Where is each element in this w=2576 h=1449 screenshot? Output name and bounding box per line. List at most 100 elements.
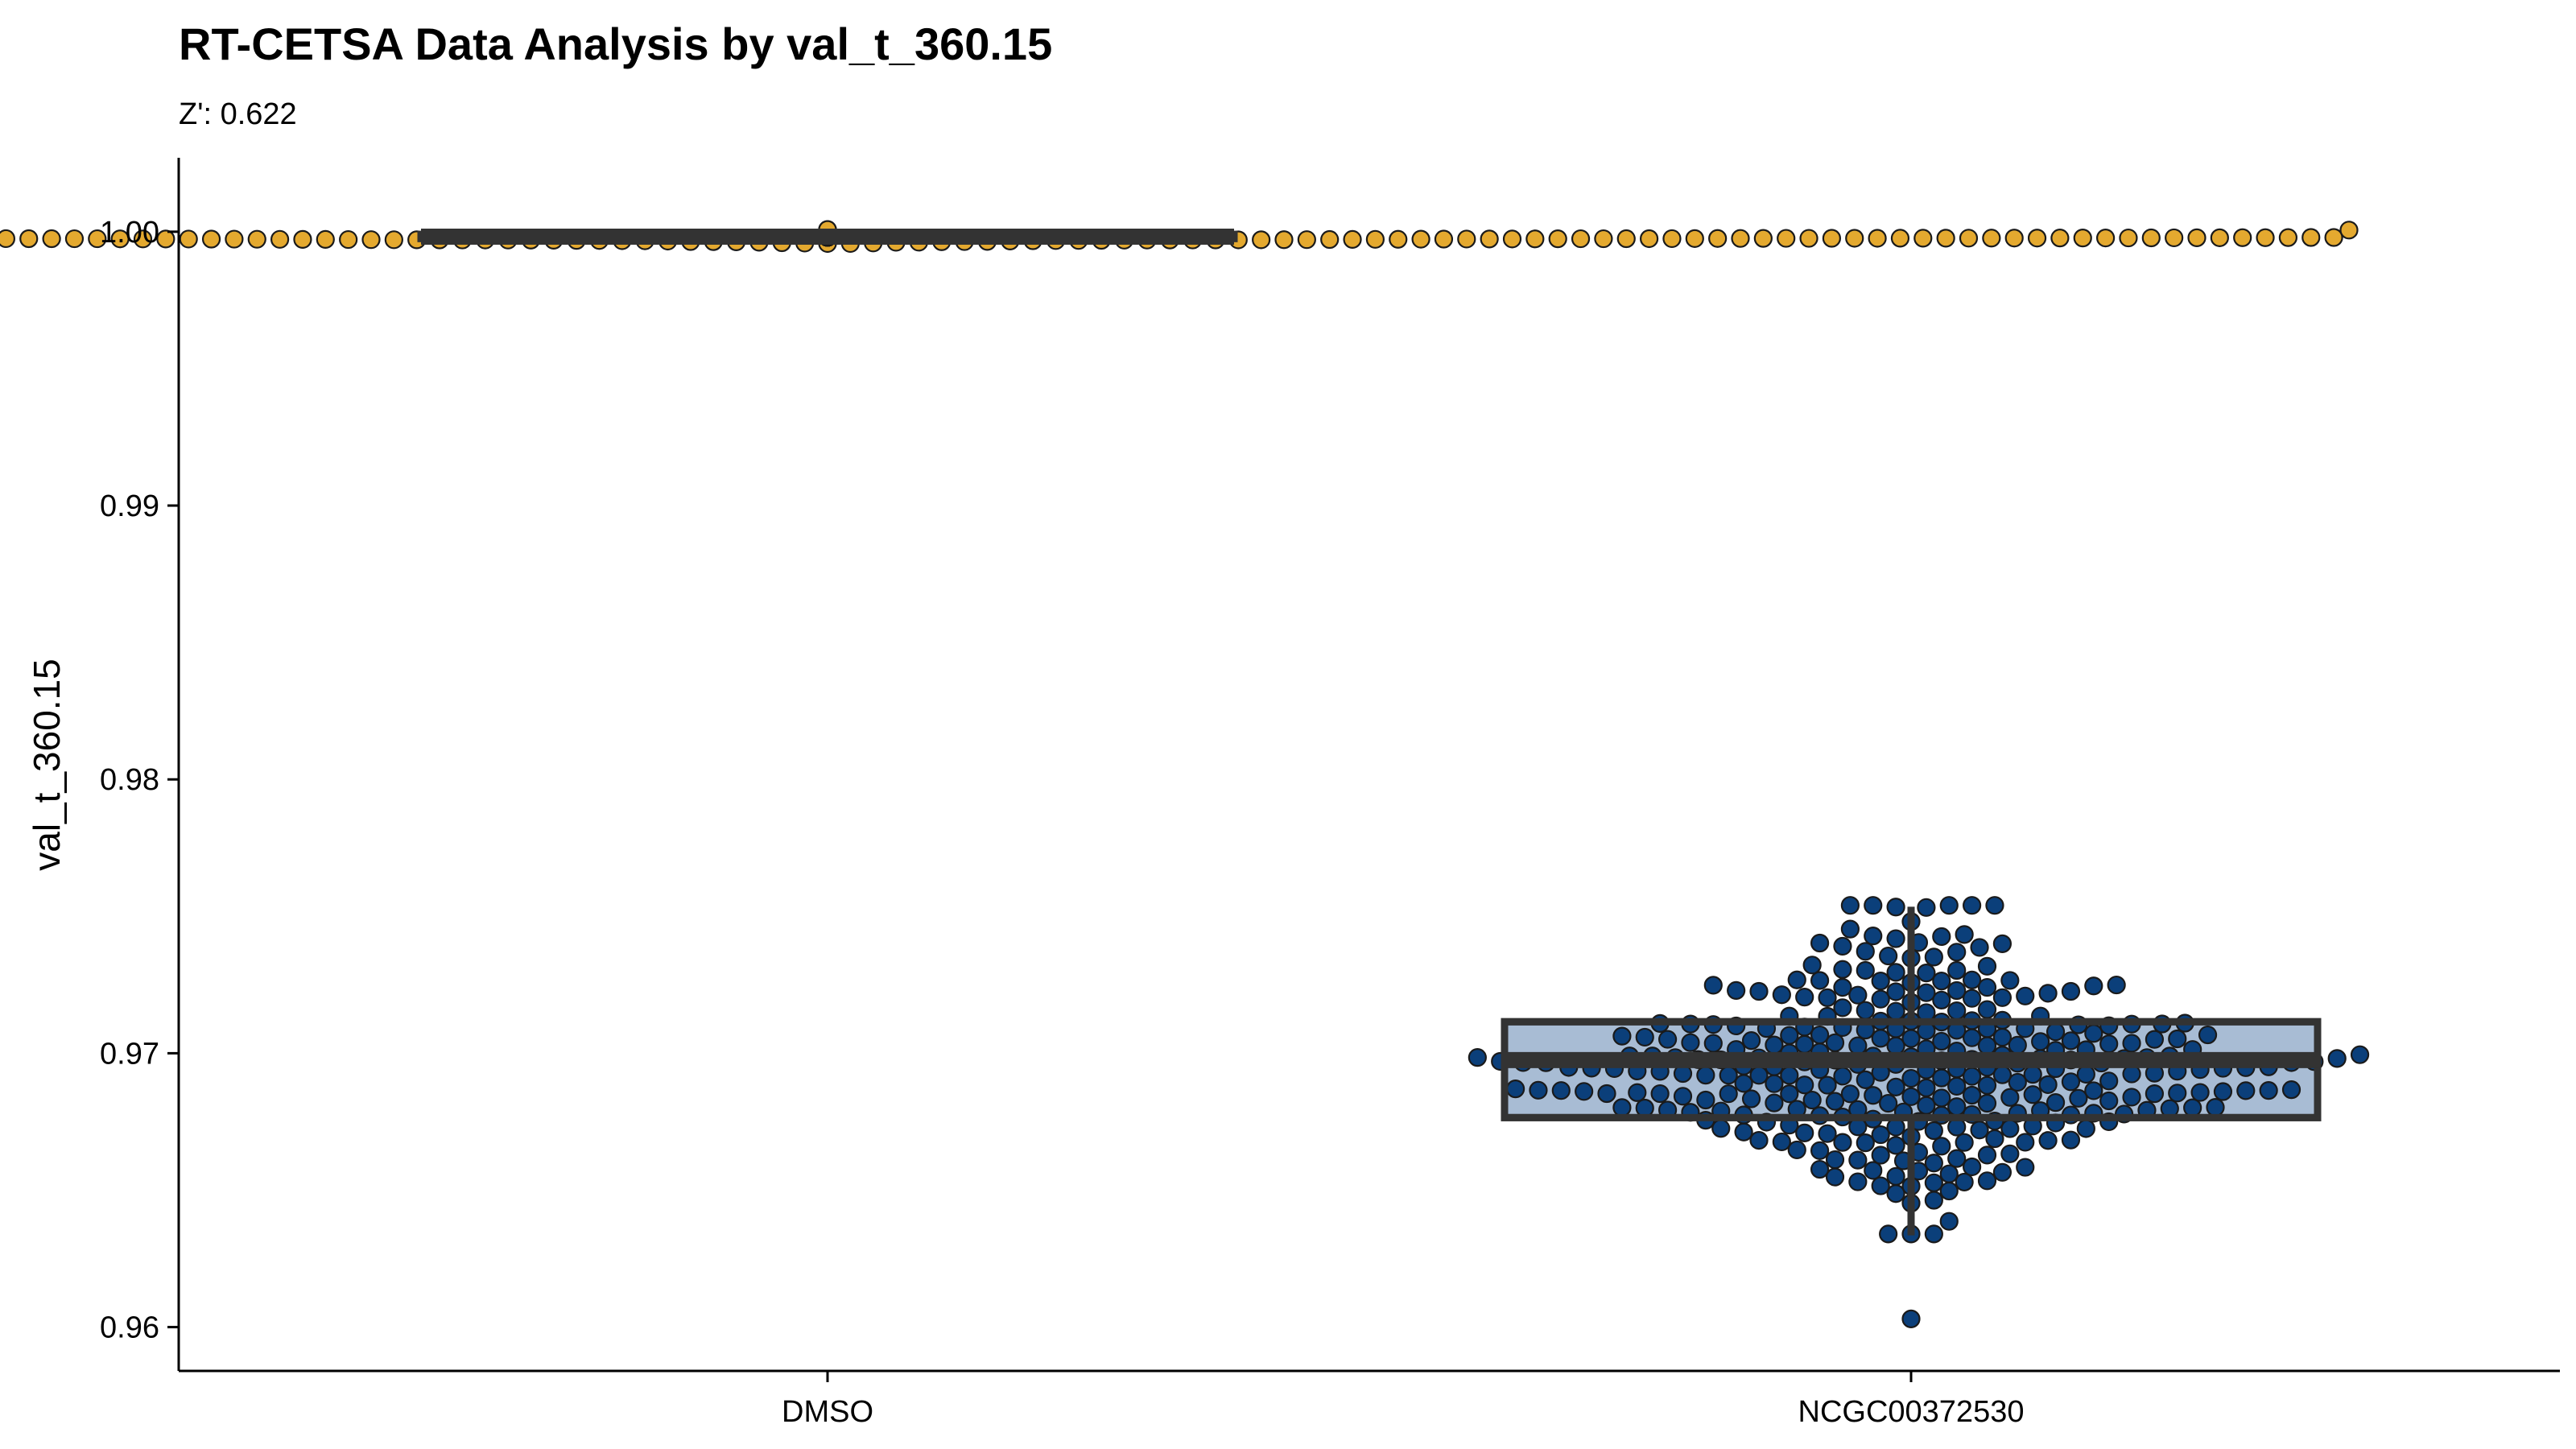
- data-point: [1886, 1136, 1905, 1155]
- data-point: [2008, 1072, 2027, 1092]
- data-point: [1963, 1067, 1982, 1086]
- data-point: [1856, 1133, 1875, 1153]
- data-point: [1780, 1084, 1799, 1104]
- data-point: [1947, 1076, 1967, 1096]
- y-tick-label: 0.99: [100, 489, 159, 523]
- data-point: [1734, 1122, 1753, 1141]
- data-point: [1992, 1065, 2012, 1084]
- data-point: [1886, 1077, 1905, 1096]
- data-point: [1749, 1066, 1769, 1085]
- data-point: [1848, 1036, 1868, 1055]
- data-point: [2023, 1065, 2042, 1084]
- data-point: [1802, 1090, 1822, 1110]
- data-point: [2000, 971, 2020, 990]
- data-point: [2278, 228, 2297, 247]
- data-point: [1864, 927, 1883, 946]
- data-point: [1886, 1166, 1905, 1186]
- data-point: [1848, 1150, 1868, 1170]
- data-point: [1765, 1035, 1784, 1055]
- data-point: [2206, 1098, 2225, 1117]
- data-point: [2190, 1083, 2210, 1102]
- data-point: [247, 229, 266, 249]
- data-point: [1696, 1090, 1715, 1110]
- x-axis-ticks: DMSO NCGC00372530: [782, 1371, 2024, 1429]
- data-point: [1977, 1146, 1997, 1165]
- data-point: [1901, 1087, 1921, 1106]
- data-point: [1955, 925, 1974, 944]
- data-point: [1886, 1036, 1905, 1055]
- data-point: [1612, 1098, 1632, 1117]
- data-point: [179, 229, 198, 249]
- data-point: [2016, 1133, 2035, 1152]
- data-point: [2236, 1081, 2256, 1100]
- data-point: [1879, 1093, 1898, 1113]
- data-point: [1833, 960, 1852, 979]
- data-point: [2233, 228, 2252, 247]
- data-point: [1932, 972, 1951, 991]
- data-point: [1845, 229, 1864, 248]
- data-point: [1864, 896, 1883, 915]
- data-point: [2046, 1022, 2066, 1042]
- data-point: [1575, 1082, 1594, 1101]
- data-point: [2107, 975, 2126, 995]
- data-point: [2324, 228, 2343, 247]
- data-point: [1673, 1087, 1693, 1106]
- data-point: [1977, 1093, 1997, 1113]
- data-point: [1924, 1121, 1943, 1141]
- data-point: [2038, 984, 2058, 1003]
- data-point: [1970, 938, 1989, 957]
- data-point: [1864, 1086, 1883, 1105]
- data-point: [2073, 229, 2092, 248]
- data-point: [1932, 1137, 1951, 1156]
- data-point: [2256, 228, 2275, 247]
- data-point: [1947, 1001, 1967, 1021]
- data-point: [1833, 936, 1852, 956]
- data-point: [1703, 976, 1723, 995]
- chart-title: RT-CETSA Data Analysis by val_t_360.15: [179, 19, 1052, 69]
- data-point: [1963, 1085, 1982, 1105]
- data-point: [1434, 229, 1454, 249]
- data-point: [316, 229, 335, 250]
- data-point: [1810, 933, 1830, 953]
- data-point: [1868, 229, 1887, 248]
- data-point: [1871, 1125, 1890, 1145]
- data-point: [1635, 1098, 1654, 1118]
- data-point: [1594, 229, 1613, 249]
- data-point: [1886, 1184, 1905, 1203]
- data-point: [1947, 960, 1967, 980]
- data-point: [1551, 1081, 1571, 1100]
- data-point: [2061, 1072, 2081, 1092]
- group-1: [1468, 896, 2370, 1328]
- data-point: [1932, 990, 1951, 1009]
- data-point: [1963, 1157, 1982, 1177]
- data-point: [2038, 1075, 2058, 1094]
- data-point: [1719, 1066, 1738, 1085]
- data-point: [1343, 229, 1362, 249]
- data-point: [1252, 230, 1271, 250]
- data-point: [1727, 980, 1746, 1000]
- data-point: [201, 229, 221, 249]
- data-point: [1765, 1074, 1784, 1093]
- data-point: [2008, 1035, 2027, 1055]
- data-point: [1719, 1084, 1738, 1104]
- data-point: [1810, 1141, 1830, 1160]
- data-point: [133, 229, 153, 249]
- data-point: [2339, 221, 2359, 240]
- data-point: [1810, 1025, 1830, 1045]
- data-point: [1833, 1067, 1852, 1086]
- data-point: [1871, 972, 1890, 991]
- data-point: [1795, 1075, 1814, 1095]
- data-point: [270, 229, 290, 249]
- data-point: [1772, 1132, 1791, 1152]
- data-point: [1932, 1031, 1951, 1051]
- data-point: [1977, 1000, 1997, 1019]
- data-point: [1947, 943, 1967, 962]
- data-point: [1856, 1001, 1875, 1020]
- data-point: [1833, 998, 1852, 1018]
- data-point: [1856, 960, 1875, 980]
- data-point: [2099, 1071, 2119, 1091]
- data-point: [2165, 228, 2184, 248]
- data-point: [2210, 228, 2229, 247]
- data-point: [1765, 1093, 1784, 1113]
- data-point: [1833, 977, 1852, 997]
